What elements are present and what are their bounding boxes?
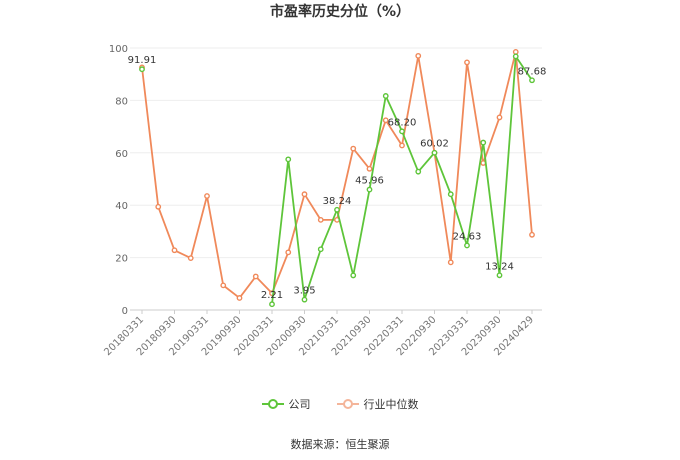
data-point [529,231,535,238]
data-point [269,301,275,308]
y-tick-label: 60 [115,149,128,160]
data-label: 24.63 [453,231,482,242]
series-company [139,53,535,308]
data-point [285,249,292,256]
legend-label-company: 公司 [288,398,311,411]
data-label: 91.91 [128,55,157,66]
legend-swatch-company [261,398,284,410]
legend-label-industry-median: 行业中位数 [363,398,419,411]
x-axis: 2018033120180930201903312019093020200331… [102,310,536,358]
data-point [512,53,519,60]
data-point [317,246,324,253]
y-tick-label: 40 [115,201,128,212]
y-tick-label: 80 [115,96,128,107]
data-point [155,203,162,210]
legend-item-industry-median[interactable]: 行业中位数 [336,396,419,412]
data-point [529,77,535,84]
data-point [512,49,519,55]
data-point [415,168,422,175]
y-tick-label: 0 [122,306,128,317]
data-point [171,247,178,254]
chart-title: 市盈率历史分位（%） [270,3,410,20]
y-axis: 0 20 40 60 80 100 [109,44,128,317]
data-point [447,259,454,266]
legend: 公司 行业中位数 [0,396,680,412]
data-label: 60.02 [420,139,449,150]
data-point [285,156,292,163]
data-point [252,273,259,280]
legend-swatch-industry-median [336,398,359,410]
data-label: 45.96 [355,176,384,187]
pe-percentile-chart: 市盈率历史分位（%） 0 20 40 60 80 100 2018033120180930… [102,3,547,358]
data-point [301,296,308,303]
series-line [141,51,533,299]
data-point [139,66,145,73]
data-point [464,59,470,66]
data-point [187,255,194,262]
data-label: 38.24 [323,196,352,207]
data-point [382,117,389,124]
data-point [431,149,438,156]
data-point [350,145,357,152]
data-point [496,272,503,279]
data-label: 68.20 [388,117,417,128]
data-point [301,191,308,198]
data-label: 87.68 [518,66,547,77]
data-point [382,93,389,99]
series-layer [139,49,535,308]
data-label: 2.21 [261,290,283,301]
data-point [334,206,340,213]
data-point [464,242,470,249]
data-point [496,114,503,121]
data-label: 3.95 [293,286,315,297]
data-point [220,282,227,289]
data-point [236,295,243,301]
y-tick-label: 100 [109,44,128,55]
data-point [480,139,487,146]
data-point [350,272,357,279]
data-point [415,52,422,59]
legend-item-company[interactable]: 公司 [261,396,311,412]
data-point [204,193,210,199]
data-point [366,186,373,193]
data-label: 13.24 [485,261,514,272]
data-point [399,128,405,135]
y-tick-label: 20 [115,254,128,265]
data-point [447,191,454,198]
data-point [317,216,324,223]
data-point [366,165,373,172]
data-source: 数据来源：恒生聚源 [290,438,390,451]
series-industry-median [139,49,535,301]
data-point [399,142,405,149]
grid-lines [130,47,542,311]
